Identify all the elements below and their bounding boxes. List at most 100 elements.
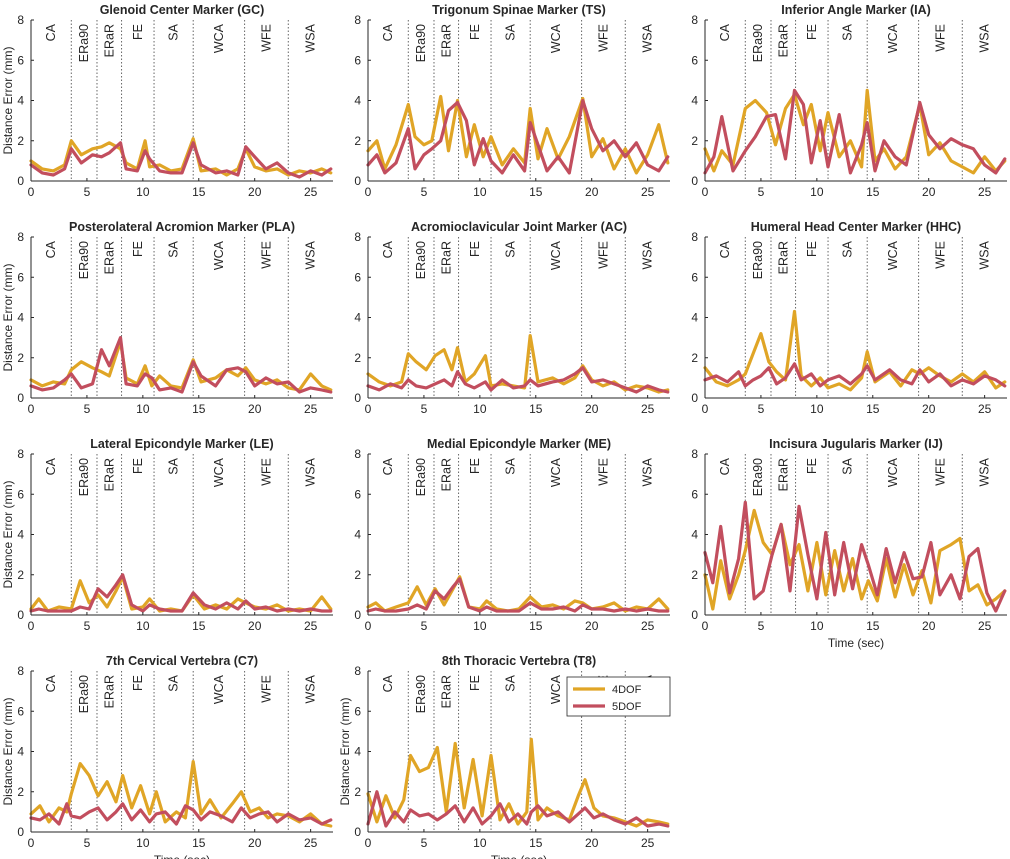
x-tick-label: 20 [248, 402, 262, 416]
phase-label: WFE [259, 24, 273, 52]
x-tick-label: 5 [84, 836, 91, 850]
series-4DOF [703, 508, 1007, 611]
legend-box [566, 676, 671, 717]
x-tick-label: 15 [192, 185, 206, 199]
y-tick-label: 8 [691, 447, 698, 461]
x-tick-label: 10 [473, 836, 487, 850]
phase-label: ERa90 [77, 458, 91, 496]
series-5DOF [29, 336, 333, 394]
x-tick-label: 5 [758, 619, 765, 633]
panel-10: CA ERa90 ERaR FE SA WCA WFE WSA 0 2 4 6 8 0 5 10 15 20 25 7… [1, 654, 333, 859]
y-tick-label: 4 [17, 311, 24, 325]
x-tick-label: 20 [585, 185, 599, 199]
phase-label: ERaR [102, 675, 116, 708]
y-tick-label: 0 [17, 825, 24, 839]
phase-label: WFE [596, 24, 610, 52]
series-5DOF [703, 362, 1007, 388]
y-tick-label: 6 [354, 487, 361, 501]
x-tick-label: 0 [28, 185, 35, 199]
x-tick-label: 15 [866, 185, 880, 199]
x-tick-label: 20 [922, 619, 936, 633]
x-tick-label: 20 [922, 185, 936, 199]
x-tick-label: 15 [529, 619, 543, 633]
y-tick-label: 6 [17, 704, 24, 718]
series-5DOF [366, 366, 670, 394]
x-tick-label: 15 [866, 619, 880, 633]
y-tick-label: 6 [17, 53, 24, 67]
phase-label: WFE [933, 24, 947, 52]
x-tick-label: 15 [529, 836, 543, 850]
y-tick-label: 4 [691, 311, 698, 325]
phase-label: WFE [259, 241, 273, 269]
panel-title: 8th Thoracic Vertebra (T8) [442, 654, 596, 668]
y-tick-label: 2 [17, 351, 24, 365]
x-tick-label: 10 [136, 185, 150, 199]
x-tick-label: 5 [421, 402, 428, 416]
phase-label: ERa90 [77, 241, 91, 279]
series-4DOF [366, 94, 670, 175]
phase-label: FE [805, 241, 819, 257]
panel-6: CA ERa90 ERaR FE SA WCA WFE WSA 0 2 4 6 8 0 5 10 15 20 25 H… [691, 220, 1007, 416]
phase-label: SA [841, 240, 855, 257]
series-5DOF [366, 98, 670, 175]
x-tick-label: 20 [585, 619, 599, 633]
phase-label: ERa90 [414, 675, 428, 713]
y-tick-label: 0 [691, 174, 698, 188]
phase-label: FE [805, 24, 819, 40]
plot-area [31, 237, 333, 398]
phase-label: WSA [304, 240, 318, 269]
phase-label: FE [131, 24, 145, 40]
x-tick-label: 25 [304, 402, 318, 416]
y-tick-label: 6 [691, 487, 698, 501]
phase-label: WCA [549, 23, 563, 53]
y-tick-label: 8 [354, 664, 361, 678]
y-tick-label: 6 [354, 53, 361, 67]
y-tick-label: 2 [354, 568, 361, 582]
series-5DOF [29, 141, 333, 179]
phase-label: ERaR [439, 458, 453, 491]
phase-label: SA [504, 674, 518, 691]
x-tick-label: 25 [641, 619, 655, 633]
phase-label: CA [44, 674, 58, 692]
x-tick-label: 20 [922, 402, 936, 416]
x-tick-label: 25 [978, 402, 992, 416]
panel-title: Glenoid Center Marker (GC) [100, 3, 265, 17]
phase-label: ERaR [102, 241, 116, 274]
y-tick-label: 8 [354, 230, 361, 244]
y-tick-label: 4 [354, 528, 361, 542]
phase-label: ERaR [102, 458, 116, 491]
series-4DOF [29, 575, 333, 613]
x-tick-label: 5 [421, 185, 428, 199]
x-tick-label: 25 [641, 185, 655, 199]
y-tick-label: 6 [691, 270, 698, 284]
x-tick-label: 0 [28, 836, 35, 850]
x-tick-label: 25 [304, 836, 318, 850]
y-tick-label: 4 [354, 745, 361, 759]
phase-label: WSA [641, 457, 655, 486]
phase-label: WSA [304, 457, 318, 486]
phase-label: CA [44, 457, 58, 475]
y-tick-label: 0 [17, 608, 24, 622]
phase-label: SA [167, 457, 181, 474]
x-tick-label: 0 [365, 619, 372, 633]
phase-label: FE [468, 24, 482, 40]
y-tick-label: 2 [691, 134, 698, 148]
x-tick-label: 5 [421, 836, 428, 850]
x-tick-label: 5 [84, 185, 91, 199]
y-tick-label: 2 [17, 568, 24, 582]
phase-label: WFE [933, 458, 947, 486]
phase-label: WSA [641, 23, 655, 52]
phase-label: SA [841, 457, 855, 474]
panel-title: Humeral Head Center Marker (HHC) [751, 220, 961, 234]
x-tick-label: 10 [810, 402, 824, 416]
y-tick-label: 0 [691, 391, 698, 405]
panel-title: Posterolateral Acromion Marker (PLA) [69, 220, 295, 234]
panel-9: CA ERa90 ERaR FE SA WCA WFE WSA 0 2 4 6 8 0 5 10 15 20 25 I… [691, 437, 1007, 650]
panel-title: Incisura Jugularis Marker (IJ) [769, 437, 943, 451]
y-axis-label: Distance Error (mm) [338, 697, 352, 805]
x-tick-label: 15 [529, 402, 543, 416]
phase-label: WCA [886, 23, 900, 53]
series-4DOF [29, 340, 333, 392]
phase-label: WSA [978, 457, 992, 486]
y-tick-label: 2 [691, 568, 698, 582]
